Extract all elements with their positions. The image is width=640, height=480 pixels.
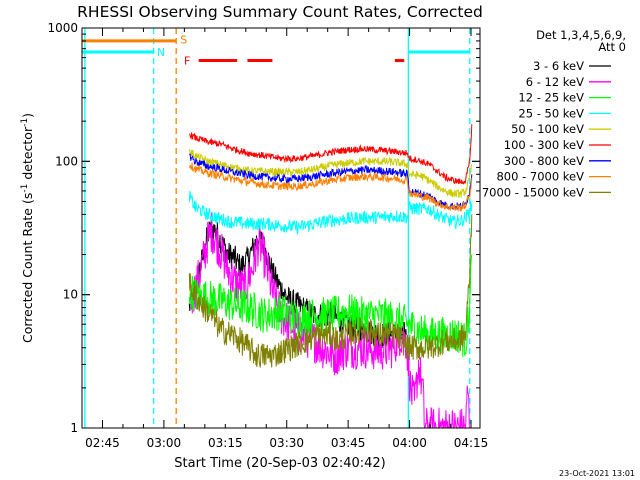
annotation-label: S [180,33,187,46]
legend-label: 300 - 800 keV [504,154,584,168]
y-axis-label-mid: detector [20,126,35,184]
series-line [188,214,473,368]
y-tick-label: 100 [55,154,78,168]
y-axis-label-end: ) [20,113,35,118]
x-tick-label: 03:00 [147,436,182,450]
annotation-label: F [184,55,190,68]
x-axis-label: Start Time (20-Sep-03 02:40:42) [174,456,385,471]
legend-label: 800 - 7000 keV [496,170,584,184]
legend-label: 25 - 50 keV [518,106,584,120]
y-axis-ticks: 1 10 100 1000 [47,21,480,435]
x-tick-label: 04:15 [454,436,489,450]
y-tick-label: 1 [70,421,78,435]
series-line [188,149,473,198]
x-tick-label: 03:15 [208,436,243,450]
series-lines [188,124,473,430]
legend: Det 1,3,4,5,6,9, Att 0 3 - 6 keV 6 - 12 k… [482,28,626,199]
legend-label: 6 - 12 keV [526,75,584,89]
y-axis-label-exp2: -1 [20,118,30,127]
annotation-label: N [157,46,165,59]
legend-label: 7000 - 15000 keV [482,185,584,199]
series-line [189,124,473,185]
legend-label: 12 - 25 keV [518,91,584,105]
svg-text:Corrected Count Rate (s-1 dete: Corrected Count Rate (s-1 detector-1) [20,113,35,343]
y-axis-label-exp1: -1 [20,184,30,193]
series-line [190,212,470,430]
legend-header-detectors: Det 1,3,4,5,6,9, [536,28,626,42]
annotations: S N F [82,33,470,68]
y-tick-label: 1000 [47,21,78,35]
plot-frame [81,27,481,429]
legend-label: 3 - 6 keV [533,59,584,73]
x-tick-label: 02:45 [85,436,120,450]
footer-timestamp: 23-Oct-2021 13:01 [559,469,635,478]
legend-label: 100 - 300 keV [504,138,584,152]
y-tick-label: 10 [63,288,78,302]
x-axis-ticks: 02:45 03:00 03:15 03:30 03:45 04:00 04:15 [81,28,489,450]
chart-title: RHESSI Observing Summary Count Rates, Co… [77,3,483,21]
x-tick-label: 03:45 [331,436,366,450]
y-axis-label: Corrected Count Rate (s-1 detector-1) [20,113,35,343]
x-tick-label: 03:30 [269,436,304,450]
x-tick-label: 04:00 [392,436,427,450]
y-axis-label-main: Corrected Count Rate (s [20,193,35,343]
series-line [188,191,473,236]
legend-header-attenuator: Att 0 [598,40,626,54]
legend-label: 50 - 100 keV [511,122,584,136]
series-line [188,162,473,212]
